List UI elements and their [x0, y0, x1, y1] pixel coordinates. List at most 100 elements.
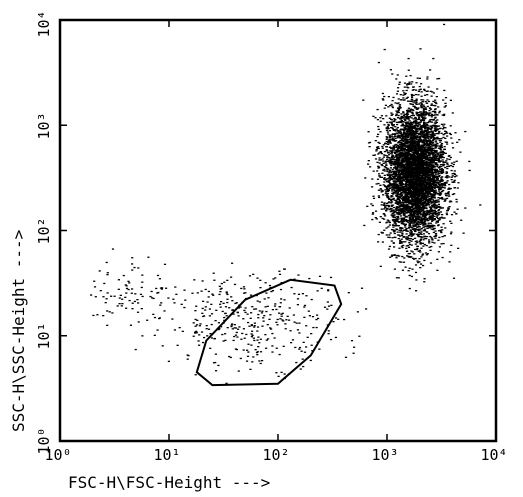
data-point: [389, 160, 392, 162]
data-point: [434, 126, 437, 128]
data-point: [429, 164, 432, 166]
data-point: [425, 231, 428, 233]
data-point: [383, 218, 386, 220]
data-point: [419, 175, 422, 177]
data-point: [439, 147, 442, 149]
data-point: [377, 133, 380, 135]
data-point: [411, 147, 414, 149]
data-point: [445, 182, 448, 184]
data-point: [411, 233, 414, 235]
data-point: [431, 91, 434, 93]
data-point: [396, 147, 399, 149]
data-point: [439, 211, 443, 213]
data-point: [430, 146, 433, 148]
data-point: [416, 132, 419, 135]
data-point: [405, 236, 409, 238]
data-point: [425, 199, 428, 201]
data-point: [433, 137, 436, 139]
data-point: [444, 185, 447, 187]
data-point: [413, 174, 416, 176]
data-point: [404, 176, 408, 178]
data-point: [387, 188, 390, 190]
data-point: [412, 200, 416, 202]
data-point: [446, 175, 449, 177]
data-point: [414, 151, 417, 153]
data-point: [432, 100, 435, 103]
data-point: [394, 135, 397, 138]
data-point: [399, 229, 402, 231]
data-point: [437, 147, 440, 149]
data-point: [444, 152, 447, 154]
data-point: [396, 149, 399, 151]
data-point: [391, 210, 395, 212]
data-point: [393, 161, 396, 163]
data-point: [374, 117, 377, 119]
data-point: [422, 177, 425, 179]
data-point: [400, 154, 403, 156]
data-point: [409, 218, 412, 221]
data-point: [438, 213, 441, 215]
data-point: [440, 231, 443, 233]
data-point: [420, 180, 423, 182]
data-point: [444, 198, 447, 200]
data-point: [433, 180, 436, 183]
data-point: [436, 128, 439, 131]
data-point: [399, 147, 402, 149]
data-point: [405, 122, 408, 124]
data-point: [417, 139, 420, 141]
data-point: [416, 145, 419, 148]
data-point: [424, 169, 428, 171]
data-point: [388, 134, 391, 136]
data-point: [411, 220, 414, 223]
data-point: [430, 113, 434, 116]
data-point: [380, 115, 383, 117]
data-point: [398, 221, 401, 223]
data-point: [434, 140, 437, 142]
data-point: [391, 139, 394, 141]
data-point: [409, 186, 412, 188]
data-point: [401, 192, 405, 194]
data-point: [388, 234, 391, 236]
data-point: [399, 227, 402, 229]
data-point: [415, 131, 418, 134]
data-point: [388, 138, 391, 140]
data-point: [405, 178, 408, 180]
data-point: [405, 209, 408, 211]
data-point: [440, 168, 444, 170]
data-point: [418, 116, 421, 119]
data-point: [404, 204, 407, 206]
data-point: [421, 163, 424, 165]
data-point: [403, 99, 406, 101]
data-point: [428, 195, 431, 198]
data-point: [420, 149, 423, 151]
data-point: [374, 158, 378, 160]
data-point: [413, 133, 416, 136]
data-point: [387, 180, 390, 182]
data-point: [398, 211, 401, 214]
data-point: [425, 178, 428, 180]
data-point: [409, 229, 412, 231]
data-point: [398, 154, 401, 157]
data-point: [436, 88, 439, 90]
data-point: [453, 172, 456, 175]
data-point: [433, 137, 436, 140]
data-point: [435, 207, 438, 210]
data-point: [413, 164, 416, 166]
data-point: [402, 207, 405, 209]
data-point: [447, 165, 450, 167]
data-point: [413, 233, 416, 235]
data-point: [427, 86, 430, 88]
data-point: [427, 198, 431, 201]
data-point: [399, 164, 402, 166]
data-point: [437, 187, 440, 189]
data-point: [393, 231, 396, 233]
data-point: [414, 220, 417, 222]
data-point: [424, 127, 427, 129]
data-point: [420, 91, 423, 93]
data-point: [418, 240, 421, 243]
data-point: [405, 144, 408, 146]
data-point: [408, 120, 411, 122]
data-point: [394, 118, 397, 121]
data-point: [410, 144, 413, 147]
data-point: [376, 135, 379, 138]
